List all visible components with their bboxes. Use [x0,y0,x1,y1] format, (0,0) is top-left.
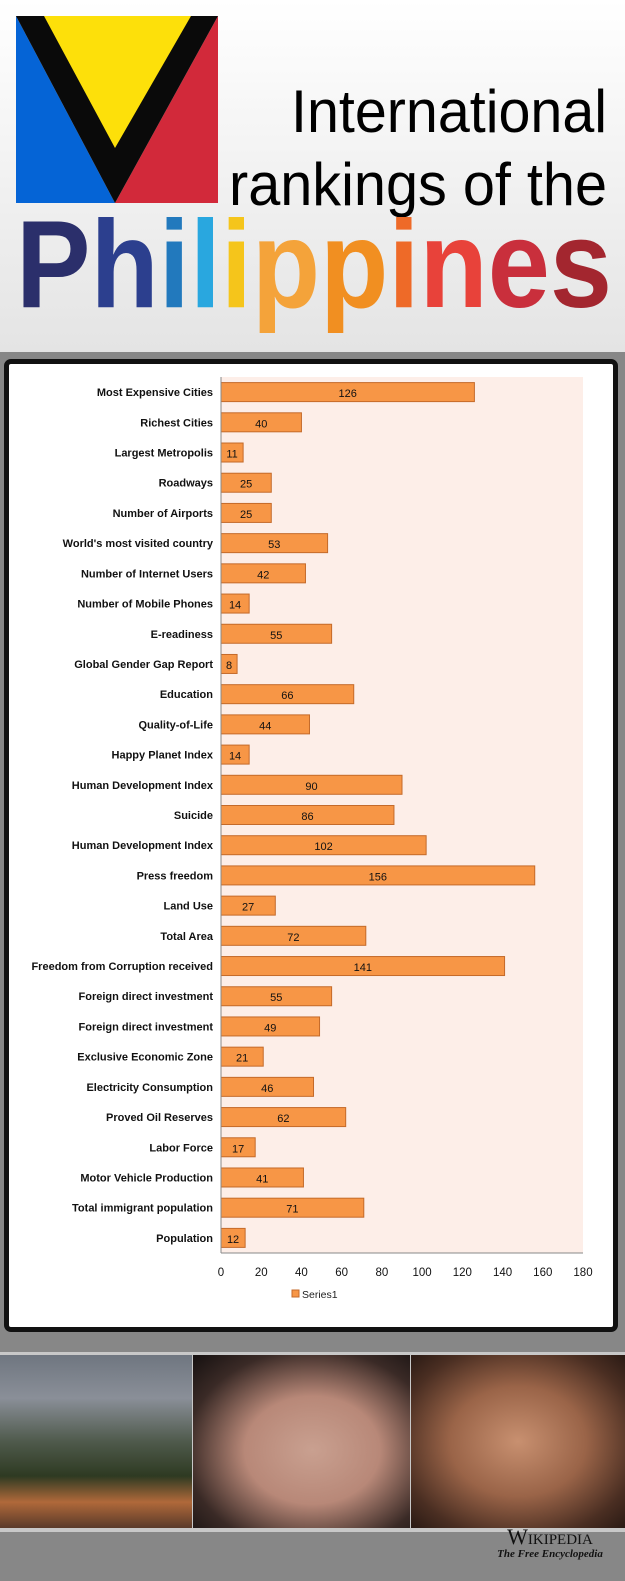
category-label: Exclusive Economic Zone [77,1052,213,1064]
data-label: 25 [240,509,252,521]
category-label: Electricity Consumption [86,1082,213,1094]
category-label: Global Gender Gap Report [74,659,213,671]
data-label: 86 [301,811,313,823]
category-label: E-readiness [151,629,213,641]
x-tick-label: 20 [255,1267,268,1279]
data-label: 55 [270,630,282,642]
category-label: Number of Mobile Phones [77,599,213,611]
x-tick-label: 140 [493,1267,512,1279]
category-label: Total immigrant population [72,1203,213,1215]
legend-label: Series1 [302,1289,338,1301]
category-label: Proved Oil Reserves [106,1112,213,1124]
data-label: 27 [242,902,254,914]
logo [16,16,218,203]
category-label: Human Development Index [72,840,214,852]
brand-letter: l [190,196,221,334]
data-label: 8 [226,660,232,672]
category-label: Total Area [160,931,213,943]
children-photo [411,1355,625,1528]
data-label: 41 [256,1173,268,1185]
x-tick-label: 160 [533,1267,552,1279]
x-tick-label: 0 [218,1267,224,1279]
category-label: Human Development Index [72,780,214,792]
data-label: 126 [339,388,357,400]
data-label: 90 [305,781,317,793]
data-label: 25 [240,479,252,491]
data-label: 44 [259,720,271,732]
data-label: 49 [264,1022,276,1034]
category-label: Largest Metropolis [115,448,213,460]
category-label: Most Expensive Cities [97,387,213,399]
category-label: Happy Planet Index [112,750,214,762]
category-label: Number of Internet Users [81,568,213,580]
wikipedia-name: Wikipedia [507,1524,593,1549]
category-label: Land Use [163,901,213,913]
brand-letter: P [16,196,91,334]
x-tick-label: 180 [573,1267,592,1279]
header-graphic: International rankings of the Philippine… [16,16,612,334]
brand-letter: i [221,196,252,334]
city-skyline-photo [0,1355,192,1528]
brand-letter: p [252,196,320,334]
data-label: 11 [226,449,237,461]
data-label: 21 [236,1053,248,1065]
header: International rankings of the Philippine… [0,0,625,352]
brand-letter: s [550,196,612,334]
brand-letter: p [320,196,388,334]
category-label: Education [160,689,213,701]
photo-strip [0,1352,625,1532]
data-label: 156 [369,871,387,883]
data-label: 71 [286,1204,298,1216]
data-label: 14 [229,751,241,763]
category-label: Freedom from Corruption received [31,961,213,973]
category-label: Motor Vehicle Production [80,1172,213,1184]
x-tick-label: 100 [413,1267,432,1279]
brand-letter: i [388,196,419,334]
category-label: Population [156,1233,213,1245]
bar-chart: Most Expensive Cities 126 Richest Cities 40… [31,377,593,1301]
data-label: 66 [281,690,293,702]
brand-letter: e [488,196,550,334]
category-label: Number of Airports [113,508,213,520]
brand-letter: n [419,196,487,334]
mobile-phone-photo [193,1355,410,1528]
data-label: 72 [287,932,299,944]
data-label: 46 [261,1083,273,1095]
x-tick-label: 60 [335,1267,348,1279]
category-label: Foreign direct investment [79,991,214,1003]
logo-yellow-triangle [44,16,191,148]
category-label: World's most visited country [63,538,214,550]
category-label: Roadways [159,478,213,490]
x-tick-label: 40 [295,1267,308,1279]
chart-panel: Most Expensive Cities 126 Richest Cities 40… [4,359,618,1332]
wikipedia-logo: Wikipedia The Free Encyclopedia [490,1524,610,1561]
legend-swatch [291,1289,300,1298]
category-label: Press freedom [137,870,214,882]
data-label: 102 [314,841,332,853]
brand-letter: i [159,196,190,334]
data-label: 14 [229,600,241,612]
category-label: Richest Cities [140,417,213,429]
wikipedia-tagline: The Free Encyclopedia [497,1548,603,1560]
title-line-2: rankings of the [229,151,607,218]
category-label: Foreign direct investment [79,1021,214,1033]
category-label: Quality-of-Life [138,719,213,731]
data-label: 17 [232,1143,244,1155]
data-label: 55 [270,992,282,1004]
data-label: 40 [255,418,267,430]
title-line-1: International [291,78,607,145]
data-label: 12 [227,1234,239,1246]
category-label: Labor Force [149,1142,213,1154]
data-label: 42 [257,569,269,581]
category-label: Suicide [174,810,213,822]
brand-word: Philippines [16,196,612,334]
data-label: 62 [277,1113,289,1125]
data-label: 53 [268,539,280,551]
x-tick-label: 80 [375,1267,388,1279]
data-label: 141 [354,962,372,974]
x-tick-label: 120 [453,1267,472,1279]
brand-letter: h [91,196,159,334]
